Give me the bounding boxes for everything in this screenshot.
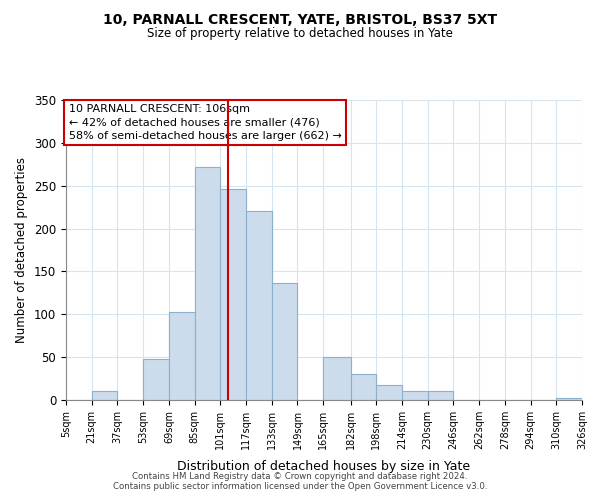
Text: 10, PARNALL CRESCENT, YATE, BRISTOL, BS37 5XT: 10, PARNALL CRESCENT, YATE, BRISTOL, BS3… (103, 12, 497, 26)
Text: Size of property relative to detached houses in Yate: Size of property relative to detached ho… (147, 28, 453, 40)
X-axis label: Distribution of detached houses by size in Yate: Distribution of detached houses by size … (178, 460, 470, 473)
Bar (402, 392, 428, 400)
Bar (428, 392, 454, 400)
Bar (272, 284, 298, 400)
Bar (323, 357, 350, 400)
Bar (350, 374, 376, 400)
Text: Contains HM Land Registry data © Crown copyright and database right 2024.: Contains HM Land Registry data © Crown c… (132, 472, 468, 481)
Bar (220, 189, 246, 400)
Bar (194, 167, 220, 400)
Text: 10 PARNALL CRESCENT: 106sqm
← 42% of detached houses are smaller (476)
58% of se: 10 PARNALL CRESCENT: 106sqm ← 42% of det… (68, 104, 341, 141)
Bar (246, 212, 272, 400)
Bar (143, 359, 169, 400)
Text: Contains public sector information licensed under the Open Government Licence v3: Contains public sector information licen… (113, 482, 487, 491)
Bar (376, 386, 402, 400)
Bar (169, 312, 194, 400)
Bar (556, 398, 582, 400)
Bar (92, 392, 118, 400)
Y-axis label: Number of detached properties: Number of detached properties (16, 157, 28, 343)
